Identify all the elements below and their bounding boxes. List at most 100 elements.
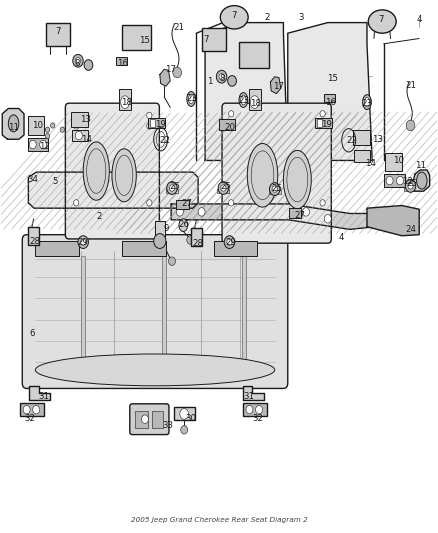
Ellipse shape: [35, 354, 275, 386]
Polygon shape: [171, 204, 402, 229]
Ellipse shape: [396, 176, 403, 185]
Ellipse shape: [218, 182, 229, 195]
Ellipse shape: [408, 183, 413, 189]
Text: 23: 23: [187, 94, 198, 103]
Text: 2: 2: [96, 212, 102, 221]
Ellipse shape: [216, 70, 227, 83]
Ellipse shape: [187, 92, 195, 107]
Ellipse shape: [46, 133, 49, 139]
Text: 28: 28: [29, 237, 40, 246]
Bar: [324, 94, 335, 102]
Ellipse shape: [84, 60, 93, 70]
Text: 3: 3: [298, 13, 304, 22]
Ellipse shape: [406, 120, 415, 131]
Bar: [155, 221, 165, 237]
Ellipse shape: [283, 150, 311, 209]
Ellipse shape: [50, 123, 55, 128]
Ellipse shape: [181, 425, 187, 434]
Ellipse shape: [405, 180, 416, 192]
Text: 25: 25: [407, 179, 418, 188]
Text: 22: 22: [347, 136, 358, 145]
Bar: [166, 189, 178, 193]
Bar: [81, 256, 85, 367]
Text: 31: 31: [243, 392, 254, 401]
Ellipse shape: [8, 115, 19, 132]
Ellipse shape: [170, 185, 175, 191]
Ellipse shape: [188, 94, 194, 104]
Ellipse shape: [247, 143, 278, 207]
Text: 16: 16: [117, 60, 128, 68]
Text: 7: 7: [55, 27, 61, 36]
Ellipse shape: [227, 239, 232, 245]
Polygon shape: [412, 170, 430, 191]
Ellipse shape: [251, 96, 259, 109]
Ellipse shape: [75, 58, 81, 64]
Polygon shape: [2, 109, 24, 139]
Bar: [214, 241, 257, 256]
Ellipse shape: [221, 185, 226, 191]
Bar: [119, 90, 131, 110]
FancyBboxPatch shape: [65, 103, 159, 239]
Ellipse shape: [46, 127, 49, 132]
Bar: [201, 28, 226, 51]
Text: 10: 10: [393, 156, 404, 165]
Bar: [162, 256, 166, 367]
Ellipse shape: [74, 200, 79, 206]
Polygon shape: [29, 386, 50, 400]
Text: 19: 19: [155, 120, 166, 129]
Text: 15: 15: [140, 36, 151, 45]
Text: 7: 7: [203, 35, 208, 44]
Bar: [35, 241, 79, 256]
Polygon shape: [160, 69, 170, 86]
Ellipse shape: [239, 93, 248, 108]
Ellipse shape: [246, 406, 253, 414]
Text: 32: 32: [253, 414, 264, 423]
FancyBboxPatch shape: [22, 235, 288, 389]
Bar: [315, 118, 332, 127]
Ellipse shape: [180, 409, 188, 419]
Ellipse shape: [169, 257, 176, 265]
Text: 25: 25: [272, 183, 283, 192]
Ellipse shape: [23, 406, 30, 414]
Bar: [318, 119, 322, 126]
Ellipse shape: [29, 140, 36, 149]
Text: 14: 14: [365, 159, 376, 168]
Ellipse shape: [228, 76, 237, 86]
Ellipse shape: [75, 131, 82, 140]
Bar: [217, 189, 230, 193]
Ellipse shape: [364, 98, 370, 107]
Bar: [28, 116, 44, 135]
Text: 4: 4: [417, 15, 422, 24]
Text: 2005 Jeep Grand Cherokee Rear Seat Diagram 2: 2005 Jeep Grand Cherokee Rear Seat Diagr…: [131, 517, 307, 523]
Bar: [46, 22, 70, 46]
Text: 8: 8: [220, 74, 225, 83]
Text: 12: 12: [39, 142, 50, 151]
Text: 22: 22: [159, 136, 170, 145]
Bar: [219, 119, 235, 130]
Text: 29: 29: [77, 238, 88, 247]
Bar: [148, 118, 165, 127]
Text: 13: 13: [372, 135, 383, 144]
Polygon shape: [288, 22, 372, 160]
Ellipse shape: [120, 96, 129, 109]
Ellipse shape: [386, 176, 393, 185]
Text: 19: 19: [321, 120, 332, 129]
Bar: [122, 241, 166, 256]
Bar: [191, 228, 201, 246]
Ellipse shape: [147, 123, 152, 129]
Text: 9: 9: [163, 224, 169, 233]
Ellipse shape: [177, 208, 184, 216]
Bar: [28, 138, 48, 151]
Text: 30: 30: [186, 414, 197, 423]
Ellipse shape: [241, 95, 246, 105]
Bar: [354, 150, 370, 161]
Text: 17: 17: [273, 82, 284, 91]
Text: 4: 4: [339, 233, 344, 243]
Text: 12: 12: [403, 177, 413, 186]
Polygon shape: [270, 77, 281, 94]
Text: 16: 16: [325, 98, 336, 107]
Text: 23: 23: [239, 95, 250, 104]
Ellipse shape: [255, 406, 262, 414]
Text: 6: 6: [29, 329, 35, 338]
Ellipse shape: [229, 111, 234, 117]
